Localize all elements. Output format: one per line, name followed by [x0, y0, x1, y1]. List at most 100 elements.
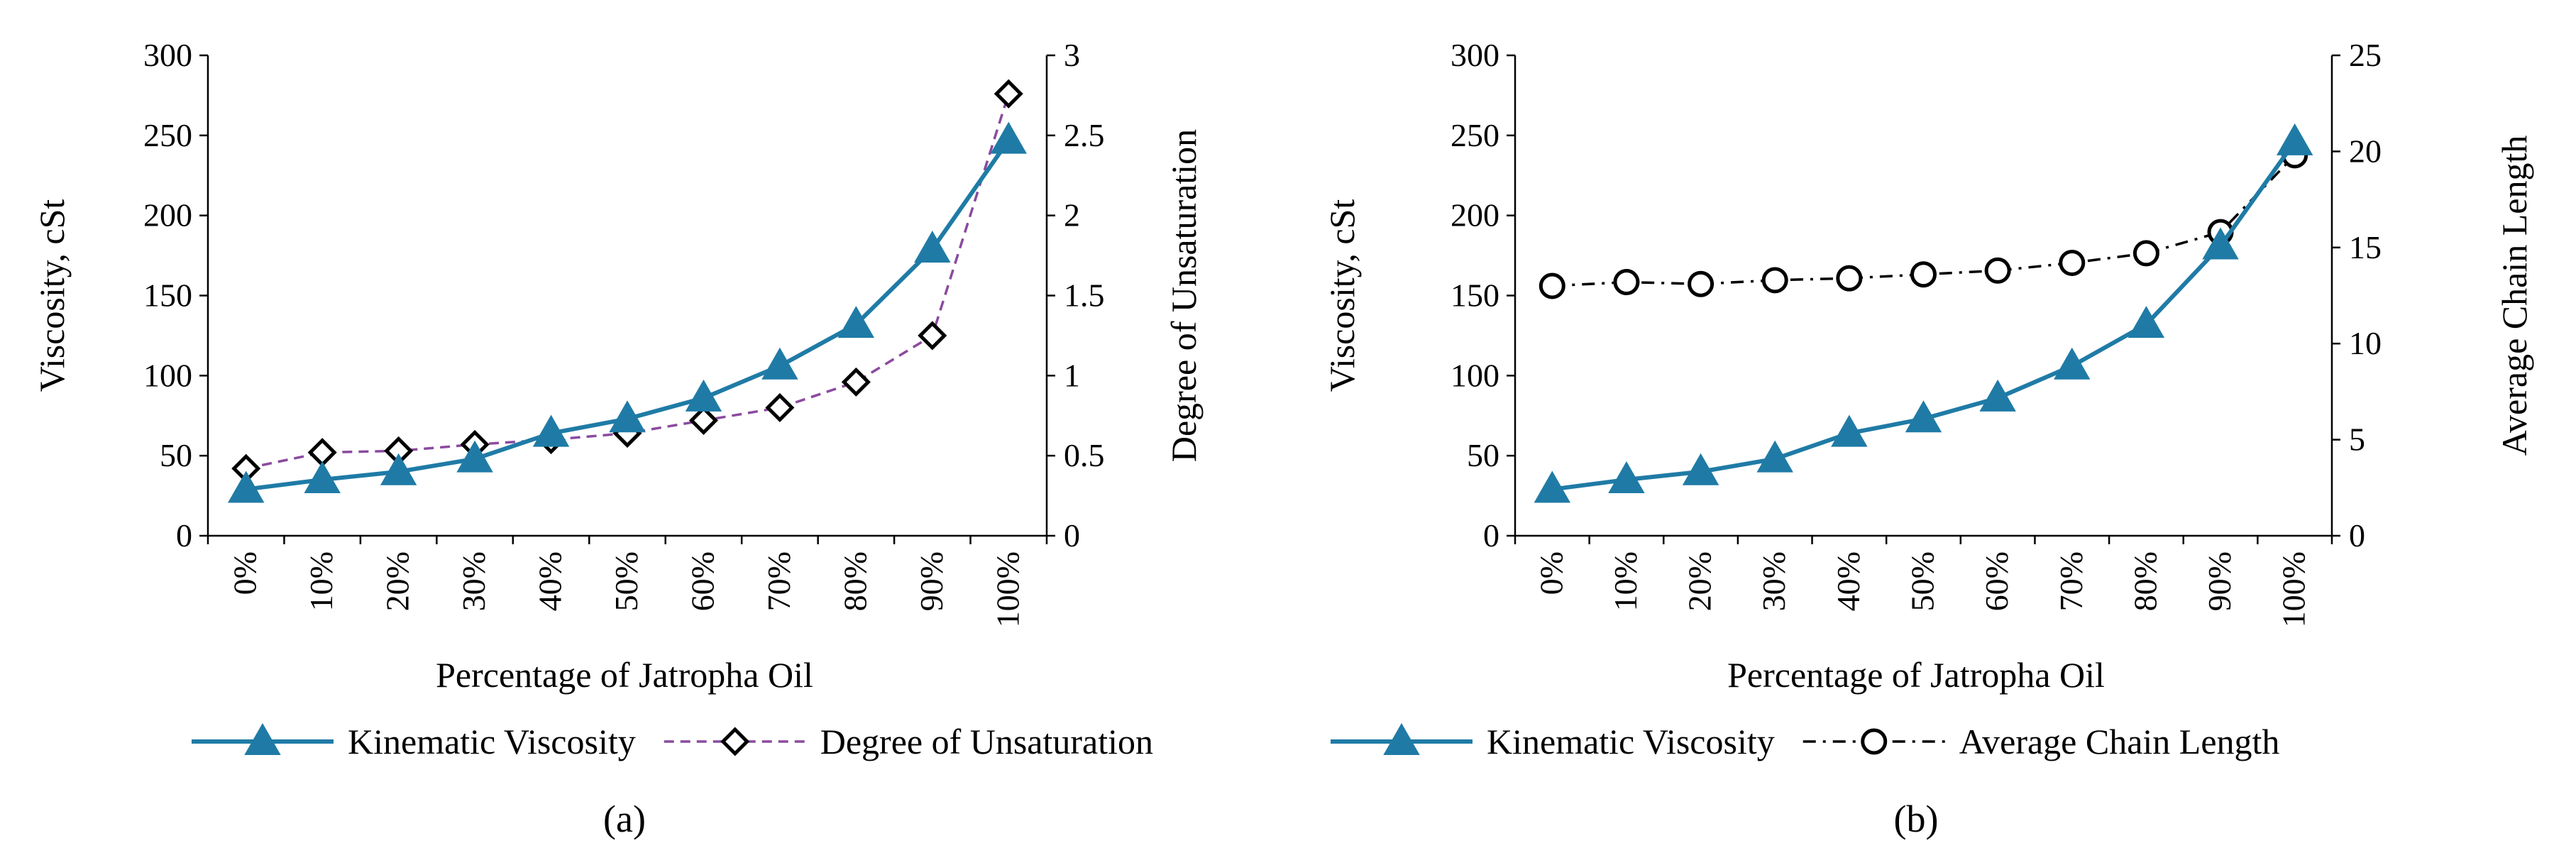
panel-caption: (b) — [1894, 798, 1939, 840]
data-point-marker — [532, 414, 570, 447]
x-tick-label: 100% — [989, 551, 1025, 627]
y-left-tick-label: 250 — [143, 117, 192, 153]
y-right-tick-label: 20 — [2349, 133, 2382, 169]
y-right-tick-label: 1.5 — [1064, 277, 1105, 314]
y-left-tick-label: 250 — [1451, 117, 1499, 153]
y-right-tick-label: 2.5 — [1064, 117, 1105, 153]
data-point-marker — [765, 392, 795, 423]
x-tick-label: 30% — [1756, 551, 1792, 611]
legend-label: Kinematic Viscosity — [1487, 722, 1775, 761]
y-right-tick-label: 0.5 — [1064, 437, 1105, 473]
legend-label: Average Chain Length — [1959, 722, 2280, 761]
x-tick-label: 60% — [684, 551, 720, 611]
y-axis-right-title: Degree of Unsaturation — [1164, 129, 1204, 462]
y-left-tick-label: 50 — [160, 437, 192, 473]
y-left-tick-label: 50 — [1467, 437, 1499, 473]
y-left-tick-label: 200 — [1451, 197, 1499, 233]
x-tick-label: 90% — [913, 551, 950, 611]
data-point-marker — [1836, 265, 1863, 292]
x-tick-label: 40% — [532, 551, 568, 611]
x-tick-label: 50% — [1905, 551, 1941, 611]
data-point-marker — [918, 321, 947, 351]
x-tick-label: 0% — [1533, 551, 1569, 595]
y-left-tick-label: 150 — [143, 277, 192, 314]
x-tick-label: 100% — [2276, 551, 2312, 627]
series-line — [1552, 154, 2296, 287]
data-point-marker — [1831, 414, 1868, 447]
y-right-tick-label: 0 — [1064, 517, 1080, 553]
y-left-tick-label: 100 — [1451, 357, 1499, 393]
data-point-marker — [304, 461, 341, 494]
x-tick-label: 30% — [456, 551, 492, 611]
y-right-tick-label: 5 — [2349, 422, 2365, 458]
data-point-marker — [1756, 440, 1793, 473]
x-axis-title: Percentage of Jatropha Oil — [436, 655, 813, 695]
data-point-marker — [1608, 461, 1645, 494]
data-point-marker — [2202, 227, 2239, 260]
y-left-tick-label: 200 — [143, 197, 192, 233]
x-tick-label: 80% — [837, 551, 873, 611]
y-right-tick-label: 0 — [2349, 517, 2365, 553]
x-tick-label: 40% — [1830, 551, 1866, 611]
data-point-marker — [2059, 249, 2086, 276]
data-point-marker — [1534, 470, 1571, 503]
panel-caption: (a) — [603, 798, 646, 840]
y-left-tick-label: 150 — [1451, 277, 1499, 314]
data-point-marker — [685, 379, 722, 412]
x-tick-label: 60% — [1978, 551, 2015, 611]
legend-marker — [244, 722, 281, 755]
data-point-marker — [609, 400, 646, 433]
data-point-marker — [380, 453, 417, 485]
data-point-marker — [761, 347, 798, 380]
x-tick-label: 10% — [303, 551, 339, 611]
data-point-marker — [1688, 270, 1714, 297]
y-right-tick-label: 15 — [2349, 229, 2382, 265]
y-left-tick-label: 300 — [1451, 37, 1499, 73]
chart-panel-b: 0 50 100 150 200 250 300 0 5 10 15 20 25 0% 10% 20% 30% 4… — [1322, 37, 2534, 840]
x-tick-label: 20% — [380, 551, 416, 611]
y-left-tick-label: 0 — [176, 517, 192, 553]
data-point-marker — [307, 438, 337, 468]
y-right-tick-label: 2 — [1064, 197, 1080, 233]
y-axis-left-title: Viscosity, cSt — [1322, 199, 1362, 392]
y-axis-right-title: Average Chain Length — [2494, 136, 2534, 456]
x-tick-label: 50% — [608, 551, 644, 611]
data-point-marker — [688, 405, 718, 436]
legend-label: Kinematic Viscosity — [348, 722, 636, 761]
x-tick-label: 80% — [2127, 551, 2163, 611]
x-tick-label: 70% — [761, 551, 797, 611]
data-point-marker — [1905, 400, 1942, 433]
data-point-marker — [1761, 267, 1788, 294]
data-point-marker — [2132, 240, 2159, 267]
data-point-marker — [1682, 453, 1719, 485]
data-point-marker — [2128, 306, 2165, 338]
x-tick-label: 10% — [1607, 551, 1644, 611]
x-tick-label: 90% — [2201, 551, 2238, 611]
data-point-marker — [990, 121, 1027, 154]
legend-marker — [1383, 722, 1420, 755]
x-axis-title: Percentage of Jatropha Oil — [1727, 655, 2105, 695]
y-right-tick-label: 3 — [1064, 37, 1080, 73]
data-point-marker — [228, 470, 265, 503]
series-line — [1551, 141, 2297, 492]
data-point-marker — [1613, 269, 1640, 296]
y-right-tick-label: 10 — [2349, 325, 2382, 361]
y-left-tick-label: 0 — [1483, 517, 1499, 553]
data-point-marker — [1539, 272, 1565, 299]
data-point-marker — [2054, 347, 2091, 380]
y-right-tick-label: 25 — [2349, 37, 2382, 73]
x-tick-label: 20% — [1682, 551, 1718, 611]
y-left-tick-label: 100 — [143, 357, 192, 393]
data-point-marker — [841, 367, 871, 397]
data-point-marker — [914, 231, 951, 263]
x-tick-label: 70% — [2053, 551, 2089, 611]
data-point-marker — [1979, 379, 2016, 412]
x-tick-label: 0% — [227, 551, 263, 595]
data-point-marker — [456, 440, 493, 473]
data-point-marker — [1910, 261, 1937, 288]
legend-label: Degree of Unsaturation — [820, 722, 1153, 761]
legend-marker — [1861, 728, 1888, 755]
legend-marker — [720, 727, 750, 756]
